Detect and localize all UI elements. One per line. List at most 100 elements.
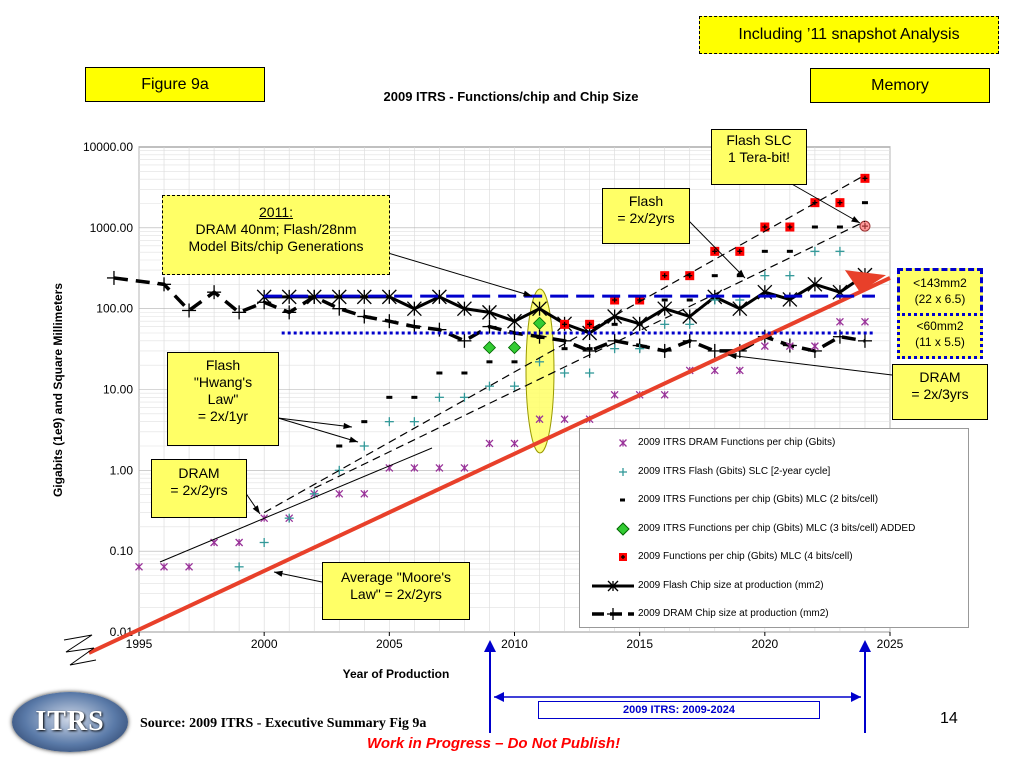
point-flash-slc bbox=[785, 271, 795, 281]
point-mlc2 bbox=[661, 298, 668, 302]
legend-symbol bbox=[592, 580, 634, 591]
callout-line: Flash SLC bbox=[726, 132, 792, 148]
point-flash-slc bbox=[685, 319, 695, 329]
point-dram-functions bbox=[185, 562, 194, 571]
point-dram-chip-size bbox=[282, 305, 297, 320]
range-label-text: 2009 ITRS: 2009-2024 bbox=[623, 704, 735, 716]
moore-arrowhead bbox=[844, 270, 886, 293]
point-dram-functions bbox=[135, 562, 143, 571]
callout-line: Average "Moore's bbox=[340, 569, 452, 585]
point-mlc2 bbox=[761, 249, 768, 253]
y-tick-label: 10000.00 bbox=[83, 140, 133, 154]
logo-text: ITRS bbox=[35, 706, 105, 737]
x-tick-label: 2015 bbox=[626, 637, 653, 651]
callout-line: DRAM bbox=[919, 369, 961, 385]
point-dram-chip-size bbox=[382, 314, 397, 329]
moore-law-line bbox=[88, 276, 891, 655]
point-dram-chip-size bbox=[232, 305, 247, 320]
callout-line: 2011: bbox=[259, 204, 293, 220]
legend-label: 2009 ITRS Functions per chip (Gbits) MLC… bbox=[638, 522, 916, 534]
x-tick-label: 2010 bbox=[501, 637, 528, 651]
point-flash-chip-size bbox=[532, 301, 547, 317]
point-mlc2 bbox=[511, 360, 518, 364]
point-flash-slc bbox=[760, 271, 770, 281]
point-dram-chip-size bbox=[557, 333, 572, 348]
x-tick-label: 2025 bbox=[877, 637, 904, 651]
point-flash-chip-size bbox=[456, 301, 472, 317]
point-flash-slc bbox=[234, 562, 244, 572]
point-mlc2 bbox=[861, 201, 868, 205]
point-flash-slc bbox=[635, 344, 645, 354]
point-flash-slc bbox=[359, 441, 369, 451]
point-flash-chip-size bbox=[807, 276, 823, 292]
point-flash-slc bbox=[284, 513, 294, 523]
trend-line bbox=[263, 174, 866, 514]
legend-entry: 2009 ITRS Functions per chip (Gbits) MLC… bbox=[580, 519, 968, 539]
y-axis-label: Gigabits (1e9) and Square Millimeters bbox=[51, 283, 65, 497]
pointer-dram-2x2-head bbox=[252, 505, 260, 514]
point-dram-functions bbox=[610, 390, 619, 399]
point-dram-functions bbox=[710, 366, 719, 375]
point-dram-chip-size bbox=[707, 343, 722, 358]
point-dram-functions bbox=[861, 317, 869, 326]
callout-line: (11 x 5.5) bbox=[915, 335, 965, 349]
legend-symbol bbox=[619, 553, 627, 561]
source-text: Source: 2009 ITRS - Executive Summary Fi… bbox=[140, 716, 427, 731]
callout-143mm2: <143mm2 (22 x 6.5) bbox=[897, 268, 983, 320]
point-mlc3 bbox=[507, 341, 522, 355]
point-dram-functions bbox=[410, 463, 419, 472]
point-mlc2 bbox=[386, 395, 393, 399]
pointer-hwang-1-head bbox=[343, 422, 352, 430]
legend-label: 2009 ITRS DRAM Functions per chip (Gbits… bbox=[638, 437, 836, 448]
legend-entry: 2009 ITRS DRAM Functions per chip (Gbits… bbox=[580, 433, 968, 453]
y-tick-label: 10.00 bbox=[103, 383, 133, 397]
callout-line: = 2x/3yrs bbox=[911, 386, 969, 402]
callout-60mm2: <60mm2 (11 x 5.5) bbox=[897, 313, 983, 359]
callout-hwang: Flash "Hwang's Law" = 2x/1yr bbox=[167, 352, 279, 446]
figure-label: Figure 9a bbox=[85, 67, 265, 102]
point-flash-slc bbox=[484, 381, 494, 391]
figure-label-text: Figure 9a bbox=[141, 76, 209, 93]
y-tick-label: 0.10 bbox=[110, 544, 134, 558]
range-indicator bbox=[484, 640, 871, 733]
x-tick-label: 2005 bbox=[376, 637, 403, 651]
point-dram-functions bbox=[835, 317, 844, 326]
point-mlc3 bbox=[532, 316, 547, 330]
wip-text: Work in Progress – Do Not Publish! bbox=[367, 735, 621, 752]
pointer-flash-2x2 bbox=[687, 219, 746, 279]
pointer-moore-head bbox=[274, 570, 283, 577]
y-tick-label: 1000.00 bbox=[90, 221, 134, 235]
point-dram-chip-size bbox=[582, 343, 597, 358]
callout-line: <143mm2 bbox=[913, 276, 967, 290]
snapshot-note: Including ’11 snapshot Analysis bbox=[699, 16, 999, 54]
y-tick-label: 100.00 bbox=[96, 302, 133, 316]
callout-line: Flash bbox=[205, 357, 241, 373]
point-flash-slc bbox=[384, 417, 394, 427]
point-dram-functions bbox=[235, 538, 244, 547]
point-dram-chip-size bbox=[657, 343, 672, 358]
callout-dram-2x2: DRAM = 2x/2yrs bbox=[151, 459, 247, 518]
point-dram-chip-size bbox=[407, 319, 422, 334]
callout-flash-slc: Flash SLC 1 Tera-bit! bbox=[711, 129, 807, 185]
point-dram-functions bbox=[810, 342, 819, 351]
legend-label: 2009 ITRS Functions per chip (Gbits) MLC… bbox=[638, 494, 879, 505]
legend-label: 2009 ITRS Flash (Gbits) SLC [2-year cycl… bbox=[638, 465, 831, 477]
x-tick-label: 2020 bbox=[751, 637, 778, 651]
pointer-dram-3yr-head bbox=[728, 352, 737, 360]
chart-title: 2009 ITRS - Functions/chip and Chip Size bbox=[384, 89, 639, 104]
legend-entry: 2009 DRAM Chip size at production (mm2) bbox=[580, 604, 968, 624]
point-dram-functions bbox=[485, 439, 494, 448]
point-flash-slc bbox=[585, 368, 595, 378]
point-mlc2 bbox=[436, 371, 443, 375]
point-dram-functions bbox=[435, 463, 444, 472]
point-dram-functions bbox=[660, 390, 669, 399]
point-flash-slc bbox=[535, 357, 545, 367]
point-flash-slc bbox=[434, 392, 444, 402]
point-dram-chip-size bbox=[857, 333, 872, 348]
point-mlc2 bbox=[786, 249, 793, 253]
point-flash-slc bbox=[334, 465, 344, 475]
legend-symbol bbox=[619, 439, 627, 447]
callout-line: Law" bbox=[207, 391, 239, 407]
point-dram-chip-size bbox=[682, 333, 697, 348]
point-flash-slc bbox=[660, 319, 670, 329]
